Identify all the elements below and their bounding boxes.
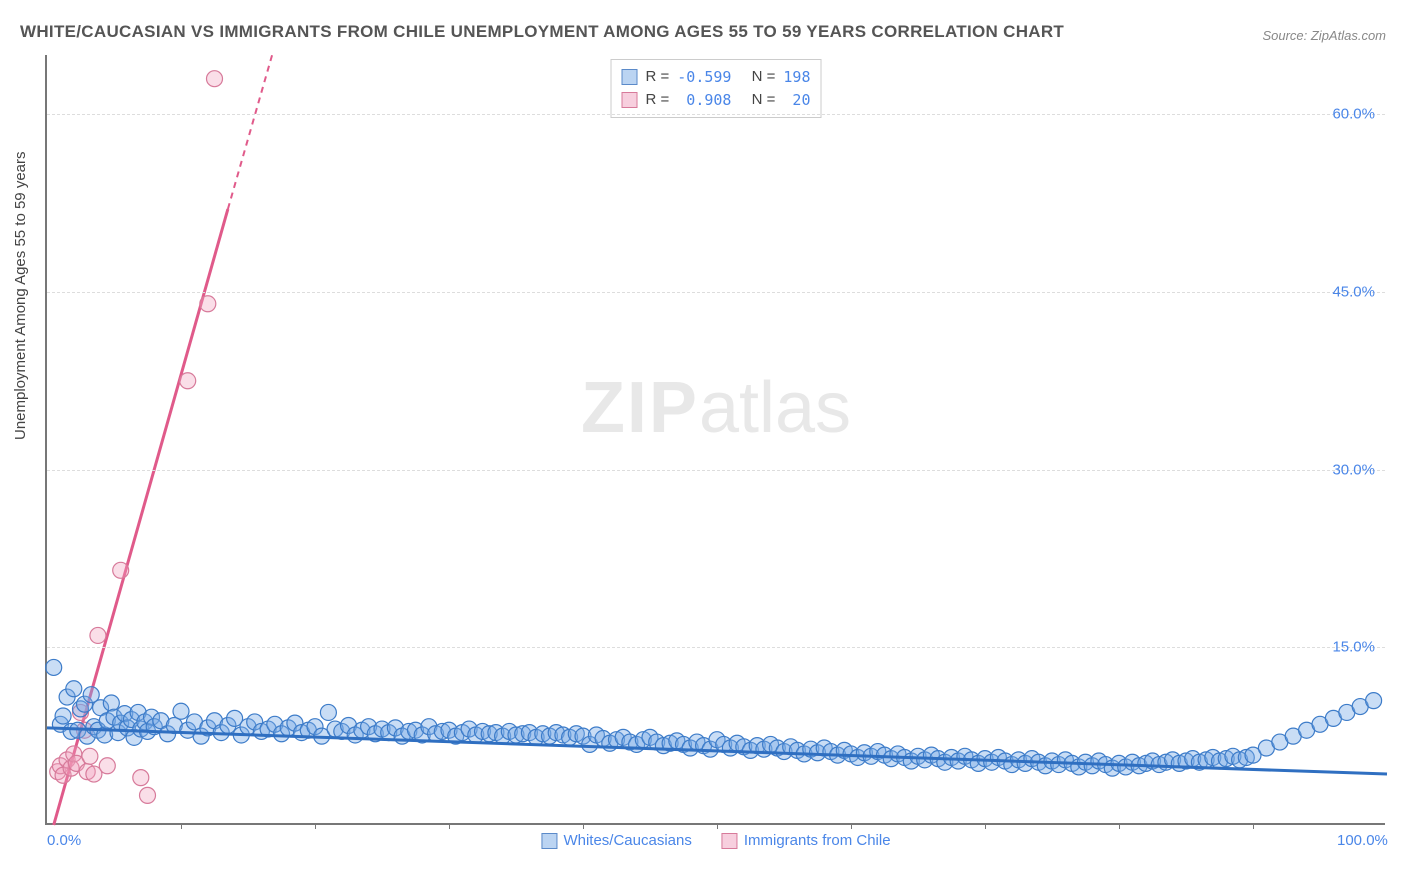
data-point xyxy=(320,704,336,720)
data-point xyxy=(103,695,119,711)
data-point xyxy=(55,708,71,724)
y-axis-label: Unemployment Among Ages 55 to 59 years xyxy=(12,151,29,440)
x-tick xyxy=(181,823,182,829)
data-point xyxy=(200,296,216,312)
y-tick-label: 15.0% xyxy=(1332,639,1375,656)
data-point xyxy=(173,703,189,719)
data-point xyxy=(99,758,115,774)
x-tick xyxy=(717,823,718,829)
series-legend: Whites/Caucasians Immigrants from Chile xyxy=(541,832,890,849)
x-tick xyxy=(449,823,450,829)
grid-line xyxy=(47,114,1385,115)
x-tick xyxy=(315,823,316,829)
x-tick xyxy=(851,823,852,829)
swatch-pink-icon xyxy=(722,833,738,849)
plot-area: ZIPatlas R = -0.599 N = 198 R = 0.908 N … xyxy=(45,55,1385,825)
data-point xyxy=(1366,693,1382,709)
chart-title: WHITE/CAUCASIAN VS IMMIGRANTS FROM CHILE… xyxy=(20,22,1064,42)
x-tick xyxy=(1253,823,1254,829)
data-point xyxy=(113,562,129,578)
x-tick xyxy=(985,823,986,829)
trend-line xyxy=(228,55,272,209)
data-point xyxy=(140,787,156,803)
swatch-blue-icon xyxy=(541,833,557,849)
source-attribution: Source: ZipAtlas.com xyxy=(1262,28,1386,43)
chart-svg xyxy=(47,55,1385,823)
x-tick-label: 100.0% xyxy=(1337,832,1388,849)
legend-item-pink: Immigrants from Chile xyxy=(722,832,891,849)
legend-label-pink: Immigrants from Chile xyxy=(744,832,891,849)
data-point xyxy=(180,373,196,389)
data-point xyxy=(133,770,149,786)
y-tick-label: 30.0% xyxy=(1332,461,1375,478)
legend-item-blue: Whites/Caucasians xyxy=(541,832,691,849)
x-tick xyxy=(583,823,584,829)
x-tick-label: 0.0% xyxy=(47,832,81,849)
data-point xyxy=(82,748,98,764)
data-point xyxy=(207,71,223,87)
data-point xyxy=(66,681,82,697)
y-tick-label: 45.0% xyxy=(1332,283,1375,300)
y-tick-label: 60.0% xyxy=(1332,106,1375,123)
data-point xyxy=(90,627,106,643)
x-tick xyxy=(1119,823,1120,829)
data-point xyxy=(46,659,62,675)
grid-line xyxy=(47,470,1385,471)
grid-line xyxy=(47,292,1385,293)
grid-line xyxy=(47,647,1385,648)
legend-label-blue: Whites/Caucasians xyxy=(563,832,691,849)
